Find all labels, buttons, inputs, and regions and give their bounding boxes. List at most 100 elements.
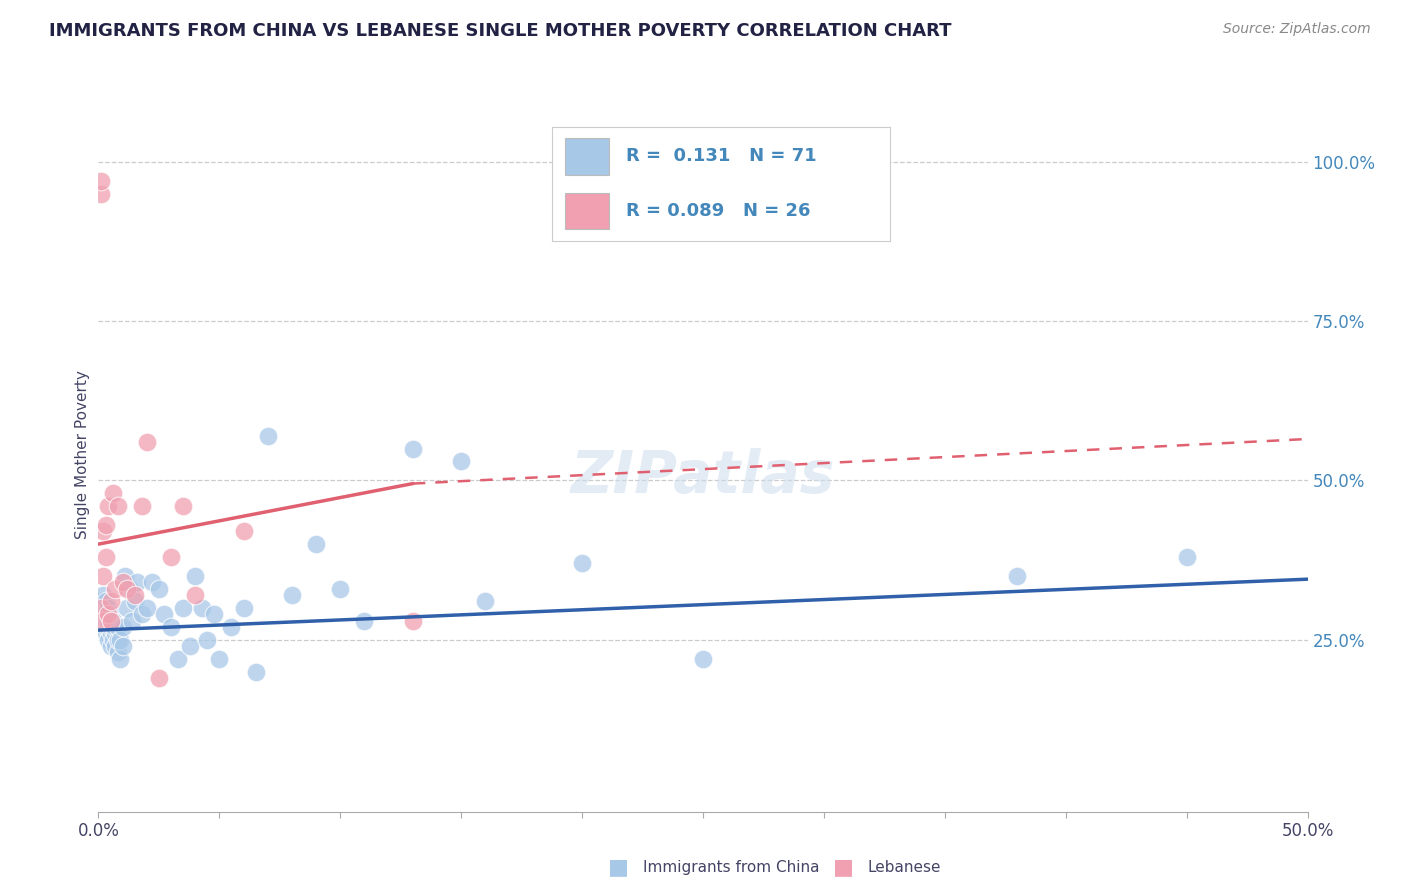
Point	[131, 499, 153, 513]
Point	[450, 454, 472, 468]
Point	[97, 600, 120, 615]
Point	[97, 607, 120, 622]
Point	[124, 594, 146, 608]
Point	[101, 486, 124, 500]
Point	[160, 620, 183, 634]
Point	[141, 575, 163, 590]
Point	[121, 614, 143, 628]
Point	[1175, 549, 1198, 564]
Point	[111, 575, 134, 590]
Point	[107, 499, 129, 513]
Point	[111, 620, 134, 634]
Point	[91, 524, 114, 539]
Point	[148, 582, 170, 596]
Point	[305, 537, 328, 551]
Point	[131, 607, 153, 622]
Point	[232, 600, 254, 615]
Point	[94, 614, 117, 628]
Point	[256, 429, 278, 443]
Point	[104, 582, 127, 596]
Point	[692, 652, 714, 666]
Point	[571, 556, 593, 570]
Point	[232, 524, 254, 539]
Point	[90, 174, 112, 188]
Point	[100, 594, 122, 608]
Point	[90, 614, 112, 628]
Point	[94, 518, 117, 533]
Point	[353, 614, 375, 628]
Text: ZIPatlas: ZIPatlas	[571, 448, 835, 505]
Point	[94, 620, 117, 634]
Point	[191, 600, 214, 615]
Point	[474, 594, 496, 608]
Point	[91, 600, 114, 615]
Point	[135, 435, 157, 450]
Point	[90, 594, 112, 608]
Point	[179, 639, 201, 653]
Text: IMMIGRANTS FROM CHINA VS LEBANESE SINGLE MOTHER POVERTY CORRELATION CHART: IMMIGRANTS FROM CHINA VS LEBANESE SINGLE…	[49, 22, 952, 40]
Text: Source: ZipAtlas.com: Source: ZipAtlas.com	[1223, 22, 1371, 37]
Point	[281, 588, 304, 602]
Point	[107, 620, 129, 634]
Point	[152, 607, 174, 622]
Point	[118, 582, 141, 596]
Point	[172, 600, 194, 615]
Point	[97, 620, 120, 634]
Point	[91, 614, 114, 628]
Point	[94, 607, 117, 622]
Point	[101, 620, 124, 634]
Point	[104, 639, 127, 653]
Point	[104, 626, 127, 640]
Point	[208, 652, 231, 666]
Point	[402, 442, 425, 456]
Point	[127, 575, 149, 590]
Text: Immigrants from China: Immigrants from China	[643, 860, 820, 874]
Point	[101, 632, 124, 647]
Point	[90, 600, 112, 615]
Point	[91, 569, 114, 583]
Point	[245, 665, 267, 679]
Point	[195, 632, 218, 647]
Point	[108, 652, 131, 666]
Point	[91, 607, 114, 622]
Text: Lebanese: Lebanese	[868, 860, 941, 874]
Y-axis label: Single Mother Poverty: Single Mother Poverty	[75, 370, 90, 540]
Point	[90, 186, 112, 201]
Point	[117, 600, 139, 615]
Point	[124, 588, 146, 602]
Point	[402, 614, 425, 628]
Point	[117, 582, 139, 596]
Point	[94, 549, 117, 564]
Point	[184, 588, 207, 602]
Point	[97, 607, 120, 622]
Point	[108, 632, 131, 647]
Point	[94, 600, 117, 615]
Point	[97, 499, 120, 513]
Point	[91, 588, 114, 602]
Point	[329, 582, 352, 596]
Point	[172, 499, 194, 513]
Point	[100, 614, 122, 628]
Point	[111, 639, 134, 653]
Text: ■: ■	[834, 857, 853, 877]
Point	[90, 600, 112, 615]
Point	[97, 614, 120, 628]
Point	[114, 569, 136, 583]
Point	[104, 620, 127, 634]
Point	[167, 652, 190, 666]
Point	[135, 600, 157, 615]
Point	[94, 594, 117, 608]
Point	[107, 632, 129, 647]
Point	[97, 632, 120, 647]
Point	[184, 569, 207, 583]
Point	[100, 620, 122, 634]
Point	[107, 645, 129, 659]
Text: ■: ■	[609, 857, 628, 877]
Point	[101, 614, 124, 628]
Point	[100, 614, 122, 628]
Point	[100, 626, 122, 640]
Point	[94, 626, 117, 640]
Point	[204, 607, 226, 622]
Point	[100, 607, 122, 622]
Point	[160, 549, 183, 564]
